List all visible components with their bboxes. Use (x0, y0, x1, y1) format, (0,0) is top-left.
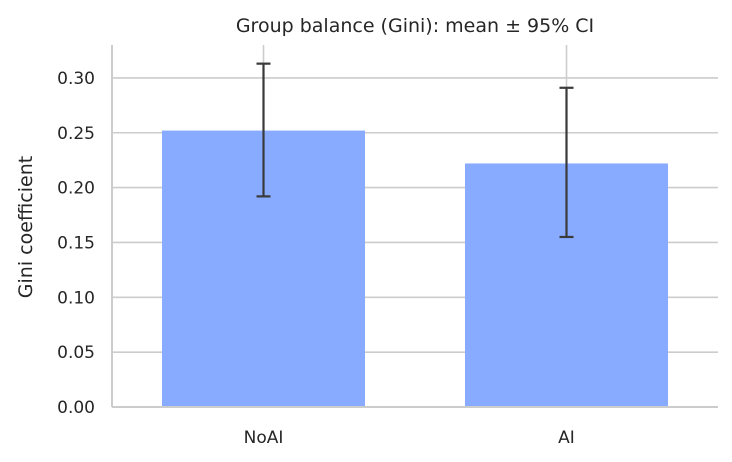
y-tick-label: 0.10 (57, 288, 95, 308)
error-bar (256, 62, 271, 198)
y-axis-label: Gini coefficient (15, 156, 37, 298)
axes (111, 45, 718, 408)
y-tick-label: 0.05 (57, 343, 95, 363)
y-tick-label: 0.00 (57, 398, 95, 418)
y-tick-label: 0.20 (57, 179, 95, 199)
x-tick-label: NoAI (244, 428, 284, 448)
bars (161, 130, 669, 407)
x-tick-labels: NoAI AI (244, 428, 575, 448)
x-tick-label: AI (558, 428, 575, 448)
error-bar (559, 86, 574, 239)
y-tick-label: 0.25 (57, 124, 95, 144)
y-tick-label: 0.30 (57, 69, 95, 89)
y-tick-labels: 0.00 0.05 0.10 0.15 0.20 0.25 0.30 (57, 69, 95, 418)
chart-title: Group balance (Gini): mean ± 95% CI (236, 15, 594, 37)
y-tick-label: 0.15 (57, 233, 95, 253)
error-bars (256, 62, 574, 239)
